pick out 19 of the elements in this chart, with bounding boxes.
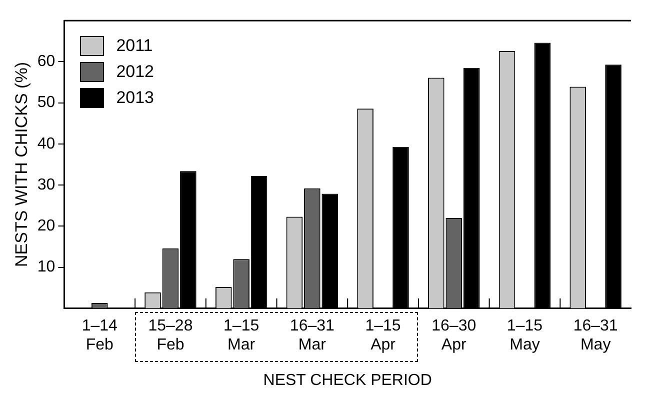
y-tick-label: 50 — [37, 94, 56, 112]
y-axis-title: NESTS WITH CHICKS (%) — [12, 62, 31, 267]
x-tick-label: 16–30 Apr — [432, 317, 476, 354]
legend-label: 2011 — [116, 36, 153, 56]
y-tick-label: 60 — [37, 53, 56, 70]
y-tick-label: 20 — [37, 218, 56, 235]
x-tick-label: 16–31 May — [573, 317, 618, 354]
x-tick-label: 1–15 Apr — [365, 317, 401, 354]
y-tick-label: 10 — [37, 258, 56, 276]
x-tick-label: 1–15 May — [506, 317, 543, 354]
y-tick-label: 40 — [37, 135, 56, 152]
y-tick-label: 30 — [37, 176, 56, 194]
x-tick-label: 1–15 Mar — [224, 317, 260, 354]
x-tick-label: 15–28 Feb — [148, 317, 193, 354]
legend-label: 2013 — [116, 88, 154, 108]
x-axis-title: NEST CHECK PERIOD — [263, 372, 432, 389]
legend-label: 2012 — [116, 62, 154, 82]
x-tick-label: 1–14 Feb — [82, 317, 118, 354]
x-tick-label: 16–31 Mar — [290, 317, 335, 354]
